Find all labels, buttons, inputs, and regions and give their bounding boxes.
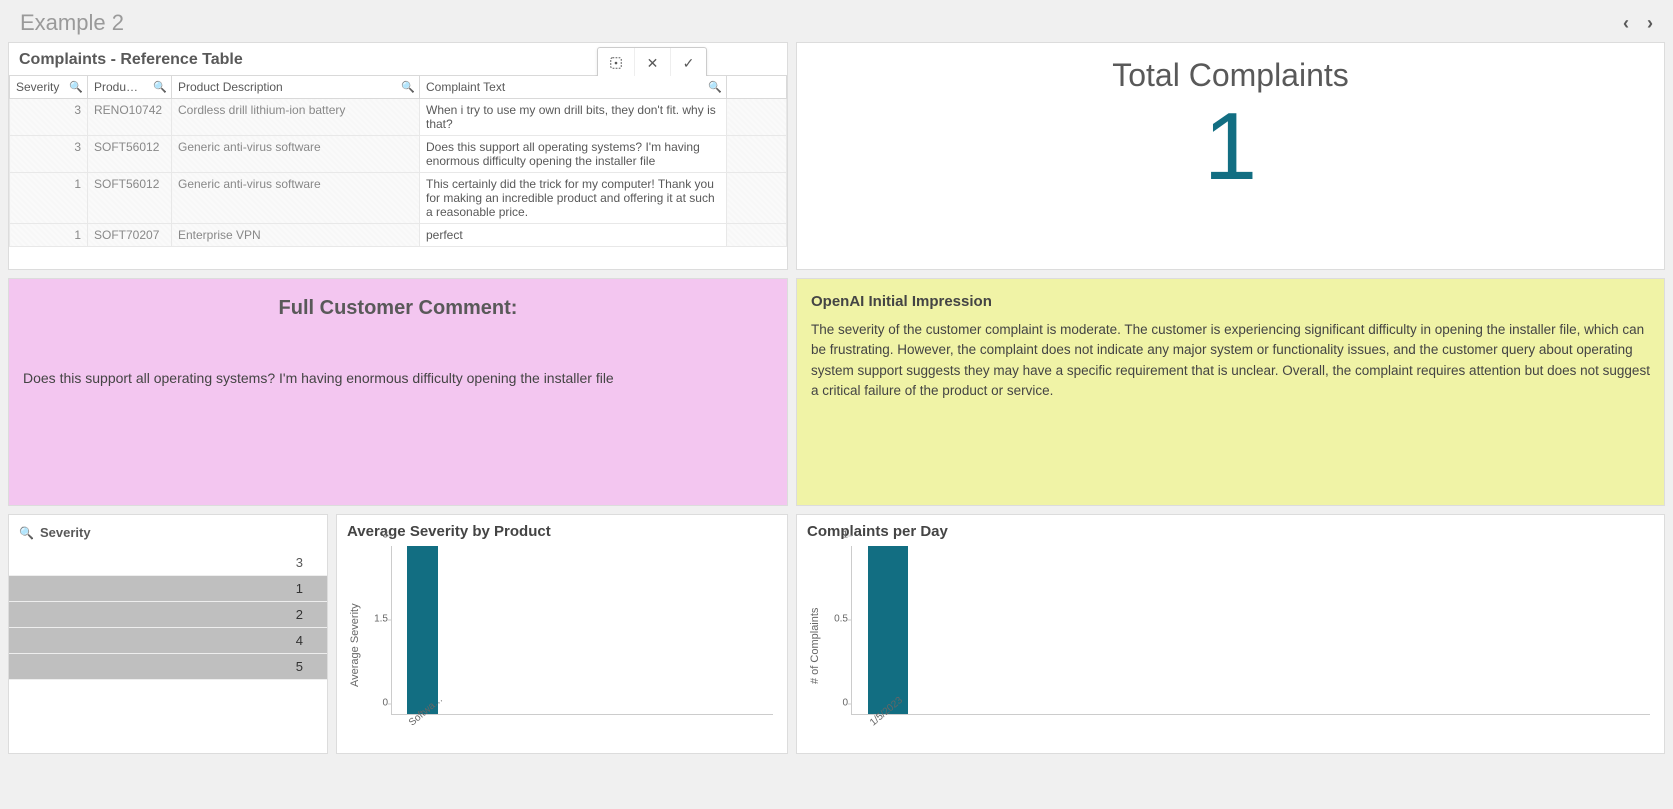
severity-filter-item[interactable]: 5 — [9, 654, 327, 680]
table-cell[interactable]: SOFT70207 — [88, 224, 172, 247]
table-cell[interactable] — [727, 99, 787, 136]
chart-bar[interactable] — [407, 546, 437, 714]
table-cell[interactable]: Generic anti-virus software — [172, 136, 420, 173]
topbar: Example 2 ‹ › — [0, 0, 1673, 42]
y-tick: 0 — [366, 698, 388, 709]
table-row[interactable]: 1SOFT56012Generic anti-virus softwareThi… — [10, 173, 787, 224]
table-cell[interactable]: Does this support all operating systems?… — [420, 136, 727, 173]
total-complaints-kpi: Total Complaints 1 — [796, 42, 1665, 270]
y-tick: 3 — [366, 530, 388, 541]
ai-body: The severity of the customer complaint i… — [811, 320, 1650, 401]
table-cell[interactable]: SOFT56012 — [88, 136, 172, 173]
severity-filter-item[interactable]: 1 — [9, 576, 327, 602]
chart-title: Complaints per Day — [807, 523, 1654, 540]
table-cell[interactable]: 1 — [10, 173, 88, 224]
table-row[interactable]: 3SOFT56012Generic anti-virus softwareDoe… — [10, 136, 787, 173]
severity-filter-item[interactable]: 3 — [9, 550, 327, 576]
complaints-table[interactable]: Severity🔍 Produ…🔍 Product Description🔍 C… — [9, 75, 787, 247]
next-sheet-button[interactable]: › — [1647, 13, 1653, 34]
table-row[interactable]: 3RENO10742Cordless drill lithium-ion bat… — [10, 99, 787, 136]
table-cell[interactable]: Cordless drill lithium-ion battery — [172, 99, 420, 136]
table-cell[interactable]: When i try to use my own drill bits, the… — [420, 99, 727, 136]
y-tick: 0 — [826, 698, 848, 709]
table-cell[interactable]: SOFT56012 — [88, 173, 172, 224]
severity-filter-panel: 🔍 Severity 31245 — [8, 514, 328, 754]
y-tick: 0.5 — [826, 614, 848, 625]
y-axis-label: # of Complaints — [807, 542, 823, 749]
table-cell[interactable]: RENO10742 — [88, 99, 172, 136]
search-icon[interactable]: 🔍 — [153, 81, 167, 94]
complaints-table-panel: Complaints - Reference Table ✕ ✓ Severit… — [8, 42, 788, 270]
severity-filter-item[interactable]: 2 — [9, 602, 327, 628]
table-cell[interactable]: perfect — [420, 224, 727, 247]
avg-severity-plot[interactable]: 01.53Softwa… — [391, 546, 773, 715]
ai-title: OpenAI Initial Impression — [811, 293, 1650, 310]
column-header-product[interactable]: Produ…🔍 — [88, 76, 172, 99]
column-header-complaint[interactable]: Complaint Text🔍 — [420, 76, 727, 99]
search-icon: 🔍 — [19, 526, 34, 540]
complaints-per-day-chart-panel: Complaints per Day # of Complaints 00.51… — [796, 514, 1665, 754]
column-header-pad — [727, 76, 787, 99]
ai-impression-panel: OpenAI Initial Impression The severity o… — [796, 278, 1665, 506]
column-header-severity[interactable]: Severity🔍 — [10, 76, 88, 99]
search-icon[interactable]: 🔍 — [69, 81, 83, 94]
cancel-selection-button[interactable]: ✕ — [634, 48, 670, 78]
search-icon[interactable]: 🔍 — [708, 81, 722, 94]
page-title: Example 2 — [20, 10, 124, 36]
selection-toolbar: ✕ ✓ — [597, 47, 707, 79]
table-cell[interactable]: 3 — [10, 136, 88, 173]
kpi-title: Total Complaints — [1112, 57, 1349, 94]
table-cell[interactable]: This certainly did the trick for my comp… — [420, 173, 727, 224]
comment-body: Does this support all operating systems?… — [23, 370, 773, 386]
full-comment-panel: Full Customer Comment: Does this support… — [8, 278, 788, 506]
comment-title: Full Customer Comment: — [23, 297, 773, 320]
table-row[interactable]: 1SOFT70207Enterprise VPNperfect — [10, 224, 787, 247]
confirm-selection-button[interactable]: ✓ — [670, 48, 706, 78]
severity-filter-title: Severity — [40, 525, 91, 540]
chart-title: Average Severity by Product — [347, 523, 777, 540]
column-header-description[interactable]: Product Description🔍 — [172, 76, 420, 99]
table-cell[interactable]: 1 — [10, 224, 88, 247]
prev-sheet-button[interactable]: ‹ — [1623, 13, 1629, 34]
y-tick: 1.5 — [366, 614, 388, 625]
kpi-value: 1 — [1204, 94, 1257, 200]
table-cell[interactable]: Enterprise VPN — [172, 224, 420, 247]
table-cell[interactable] — [727, 136, 787, 173]
sheet-nav: ‹ › — [1623, 13, 1653, 34]
y-tick: 1 — [826, 530, 848, 541]
lasso-select-button[interactable] — [598, 48, 634, 78]
table-cell[interactable]: 3 — [10, 99, 88, 136]
table-cell[interactable] — [727, 224, 787, 247]
table-cell[interactable] — [727, 173, 787, 224]
search-icon[interactable]: 🔍 — [401, 81, 415, 94]
table-cell[interactable]: Generic anti-virus software — [172, 173, 420, 224]
complaints-per-day-plot[interactable]: 00.511/5/2023 — [851, 546, 1650, 715]
chart-bar[interactable] — [868, 546, 908, 714]
severity-filter-header[interactable]: 🔍 Severity — [9, 515, 327, 550]
severity-filter-item[interactable]: 4 — [9, 628, 327, 654]
y-axis-label: Average Severity — [347, 542, 363, 749]
avg-severity-chart-panel: Average Severity by Product Average Seve… — [336, 514, 788, 754]
